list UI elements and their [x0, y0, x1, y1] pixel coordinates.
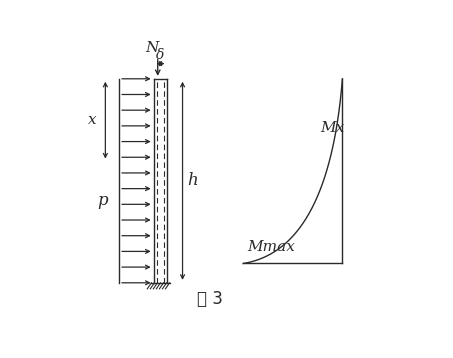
Text: δ: δ — [156, 48, 165, 62]
Text: x: x — [88, 113, 96, 127]
Text: Mmax: Mmax — [247, 240, 295, 254]
Text: Mx: Mx — [321, 121, 345, 135]
Text: p: p — [97, 192, 108, 209]
Text: N: N — [145, 42, 159, 55]
Text: h: h — [188, 172, 198, 189]
Text: 图 3: 图 3 — [197, 290, 223, 308]
